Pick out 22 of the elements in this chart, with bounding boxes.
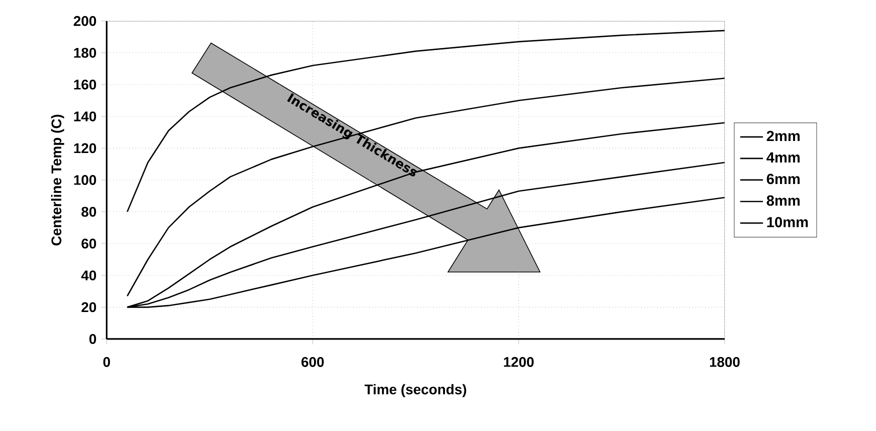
y-tick-label: 0 — [89, 334, 96, 344]
y-tick-label: 120 — [74, 143, 96, 154]
legend-label: 8mm — [766, 195, 800, 206]
x-tick-label: 600 — [301, 357, 324, 367]
y-tick-label: 140 — [74, 111, 96, 122]
x-tick-label: 1800 — [710, 357, 740, 367]
x-tick-label: 1200 — [504, 357, 534, 367]
y-tick-label: 80 — [81, 206, 96, 217]
y-tick-label: 200 — [74, 16, 96, 26]
y-tick-label: 20 — [82, 302, 96, 312]
legend-label: 2mm — [766, 130, 800, 142]
legend-label: 10mm — [767, 216, 808, 228]
y-tick-label: 100 — [74, 175, 96, 185]
x-tick-label: 0 — [103, 357, 110, 367]
y-tick-label: 40 — [81, 270, 96, 280]
legend-label: 6mm — [766, 174, 800, 184]
y-tick-label: 60 — [82, 238, 96, 249]
y-axis-title: Centerline Temp (C) — [51, 114, 64, 246]
y-tick-label: 160 — [74, 80, 96, 90]
legend-label: 4mm — [766, 152, 800, 162]
x-axis-title: Time (seconds) — [364, 384, 466, 398]
y-tick-label: 180 — [74, 48, 96, 58]
